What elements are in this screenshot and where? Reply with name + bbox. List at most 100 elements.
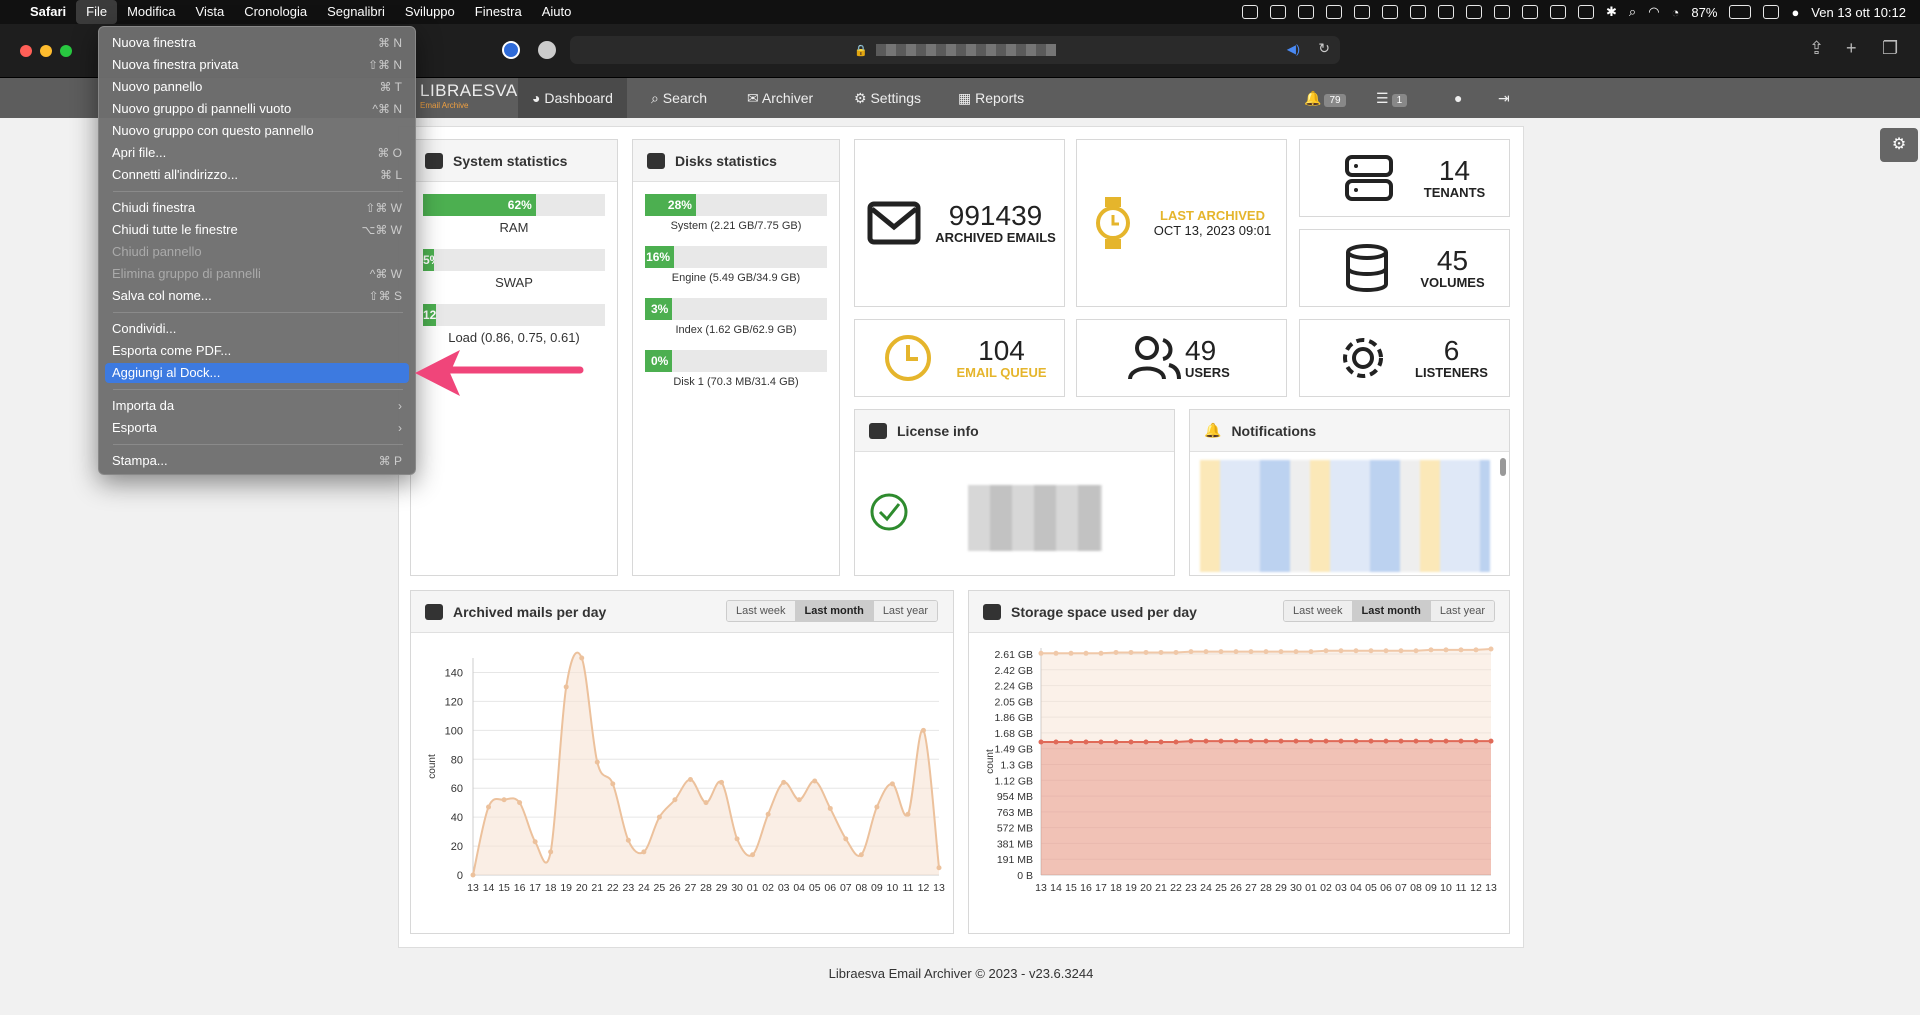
libraesva-logo[interactable]: LIBRAESVA Email Archive	[420, 81, 518, 110]
file-menu-item[interactable]: Apri file... ⌘ O	[105, 143, 409, 163]
file-menu-item[interactable]: Chiudi finestra ⇧⌘ W	[105, 198, 409, 218]
file-menu-item[interactable]: Nuovo gruppo con questo pannello	[105, 121, 409, 141]
chart1-tab-year[interactable]: Last year	[873, 601, 938, 621]
file-menu-item[interactable]: Stampa... ⌘ P	[105, 451, 409, 471]
file-menu-item[interactable]: Esporta come PDF...	[105, 341, 409, 361]
menu-modifica[interactable]: Modifica	[127, 4, 176, 19]
y-tick-label: 0 B	[1017, 870, 1033, 882]
file-menu-item[interactable]: Importa da ›	[105, 396, 409, 416]
file-menu-item[interactable]: Salva col nome... ⇧⌘ S	[105, 286, 409, 306]
search-icon[interactable]: ⌕	[1628, 4, 1637, 19]
menu-segnalibri[interactable]: Segnalibri	[327, 4, 385, 19]
extension-icon[interactable]	[538, 41, 556, 59]
users-card[interactable]: 49 USERS	[1076, 319, 1287, 397]
notifications-list-blurred	[1200, 460, 1490, 572]
file-menu-item[interactable]: Nuova finestra ⌘ N	[105, 33, 409, 53]
close-window-button[interactable]	[20, 45, 32, 57]
onepassword-icon[interactable]	[1382, 5, 1399, 19]
audio-icon[interactable]: ◀)	[1286, 42, 1300, 56]
file-menu-item[interactable]: Esporta ›	[105, 418, 409, 438]
headphones-icon[interactable]: ◠	[1648, 4, 1660, 19]
nav-search[interactable]: ⌕ Search	[651, 90, 708, 106]
menu-safari[interactable]: Safari	[30, 4, 67, 19]
control-center-icon[interactable]	[1763, 5, 1780, 19]
send-icon[interactable]	[1326, 5, 1343, 19]
siri-icon[interactable]: ●	[1791, 4, 1800, 20]
clip-icon[interactable]	[1298, 5, 1315, 19]
user-button[interactable]: ●	[1440, 78, 1476, 118]
onepassword-ext-icon[interactable]	[502, 41, 520, 59]
nav-reports[interactable]: ▦ Reports	[958, 90, 1025, 106]
url-text-blurred	[875, 44, 1056, 56]
data-point	[501, 797, 507, 803]
share-icon[interactable]: ⇪	[1809, 38, 1825, 58]
chart2-tab-month[interactable]: Last month	[1352, 601, 1431, 621]
check-circle-icon	[870, 493, 908, 531]
listeners-card[interactable]: 6 LISTENERS	[1299, 319, 1510, 397]
leaf-icon[interactable]	[1494, 5, 1511, 19]
shield-icon[interactable]	[1466, 5, 1483, 19]
settings-gear-button[interactable]: ⚙	[1880, 128, 1918, 162]
menu-finestra[interactable]: Finestra	[474, 4, 522, 19]
clock-datetime[interactable]: Ven 13 ott 10:12	[1811, 4, 1906, 20]
file-menu-item[interactable]: Nuovo pannello ⌘ T	[105, 77, 409, 97]
chart2-tab-week[interactable]: Last week	[1284, 601, 1353, 621]
telegram-icon[interactable]	[1270, 5, 1287, 19]
notifications-scrollbar[interactable]	[1500, 458, 1506, 476]
volumes-card[interactable]: 45 VOLUMES	[1299, 229, 1510, 307]
archived-emails-card[interactable]: 991439 ARCHIVED EMAILS	[854, 139, 1065, 307]
chart1-tab-week[interactable]: Last week	[727, 601, 796, 621]
last-archived-card[interactable]: LAST ARCHIVED OCT 13, 2023 09:01	[1076, 139, 1287, 307]
file-menu-item[interactable]: Aggiungi al Dock...	[105, 363, 409, 383]
nav-archiver[interactable]: ✉ Archiver	[747, 90, 814, 106]
tab-overview-icon[interactable]: ❐	[1882, 38, 1899, 58]
data-point	[1173, 649, 1179, 655]
data-point	[827, 805, 833, 811]
battery-icon[interactable]	[1729, 5, 1752, 19]
bluetooth-icon[interactable]: ✱	[1606, 4, 1617, 19]
menu-aiuto[interactable]: Aiuto	[541, 4, 572, 19]
file-menu-item-label: Importa da	[112, 398, 175, 413]
chatgpt-icon[interactable]	[1410, 5, 1427, 19]
chart1-title: Archived mails per day	[453, 603, 607, 620]
tasks-button[interactable]: ☰ 1	[1362, 78, 1421, 118]
y-tick-label: 1.68 GB	[994, 728, 1033, 740]
nav-dashboard[interactable]: ◕ Dashboard	[518, 78, 627, 118]
menu-sviluppo[interactable]: Sviluppo	[404, 4, 455, 19]
reload-icon[interactable]: ↻	[1318, 40, 1330, 56]
minimize-window-button[interactable]	[40, 45, 52, 57]
menu-file[interactable]: File	[76, 0, 118, 24]
wifi-icon[interactable]: ◔	[1671, 4, 1680, 20]
file-menu-item[interactable]: Nuova finestra privata ⇧⌘ N	[105, 55, 409, 75]
keyboard-icon[interactable]	[1522, 5, 1539, 19]
new-tab-icon[interactable]: +	[1846, 38, 1857, 58]
chart1-tab-month[interactable]: Last month	[795, 601, 874, 621]
file-menu-item[interactable]: Chiudi tutte le finestre ⌥⌘ W	[105, 220, 409, 240]
file-menu-item[interactable]: Connetti all'indirizzo... ⌘ L	[105, 165, 409, 185]
play-icon[interactable]	[1550, 5, 1567, 19]
file-menu-item[interactable]: Nuovo gruppo di pannelli vuoto ^⌘ N	[105, 99, 409, 119]
file-menu-item-shortcut: ⌘ P	[378, 454, 402, 468]
data-point	[1068, 650, 1074, 656]
data-point	[1113, 739, 1119, 745]
address-bar[interactable]: 🔒 ◀) ↻	[570, 36, 1340, 64]
notifications-button[interactable]: 🔔 79	[1290, 78, 1360, 118]
data-point	[1323, 738, 1329, 744]
cup-icon[interactable]	[1438, 5, 1455, 19]
y-tick-label: 191 MB	[997, 854, 1033, 866]
nav-settings[interactable]: ⚙ Settings	[854, 90, 922, 106]
cloud-icon[interactable]	[1242, 5, 1259, 19]
menu-cronologia[interactable]: Cronologia	[244, 4, 308, 19]
menu-vista[interactable]: Vista	[195, 4, 225, 19]
zoom-window-button[interactable]	[60, 45, 72, 57]
logout-button[interactable]: ⇥	[1484, 78, 1524, 118]
disk-bar-fill: 16%	[645, 246, 675, 268]
email-queue-card[interactable]: 104 EMAIL QUEUE	[854, 319, 1065, 397]
tenants-card[interactable]: 14 TENANTS	[1299, 139, 1510, 217]
data-point	[1293, 649, 1299, 655]
ghost-icon[interactable]	[1578, 5, 1595, 19]
file-menu-item[interactable]: Condividi...	[105, 319, 409, 339]
x-tick-label: 29	[716, 882, 728, 894]
chart2-tab-year[interactable]: Last year	[1430, 601, 1495, 621]
arch-icon[interactable]	[1354, 5, 1371, 19]
